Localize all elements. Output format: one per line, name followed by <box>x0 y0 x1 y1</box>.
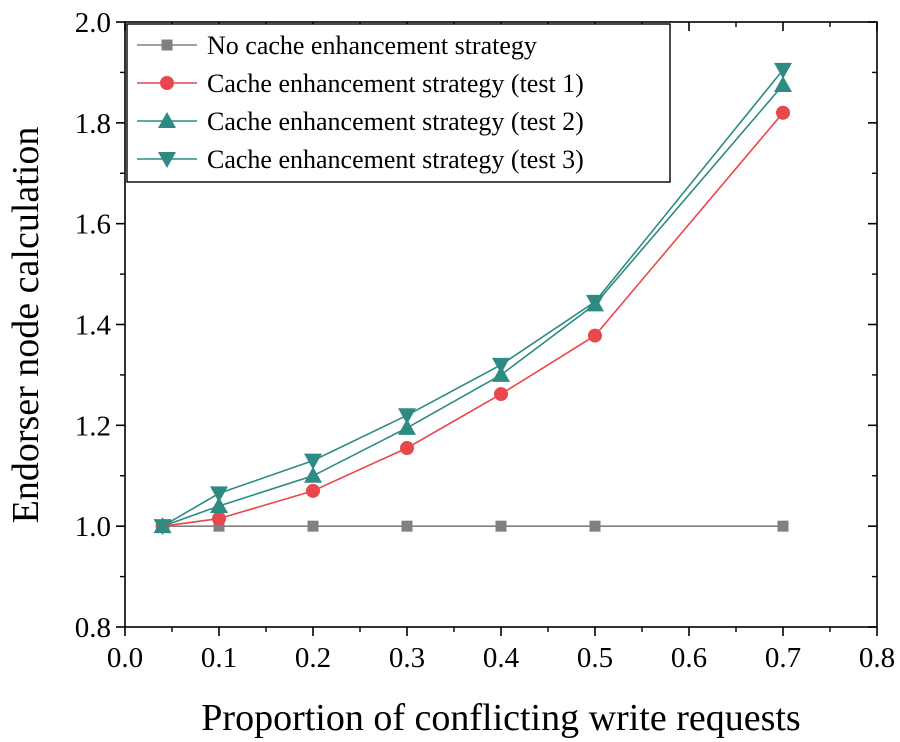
y-tick-label: 2.0 <box>75 7 111 39</box>
legend-marker <box>158 112 176 128</box>
legend-label: Cache enhancement strategy (test 3) <box>207 145 584 174</box>
legend-label: Cache enhancement strategy (test 2) <box>207 107 584 136</box>
y-tick-label: 1.2 <box>75 410 111 442</box>
y-tick-label: 1.6 <box>75 209 111 241</box>
series-1-point <box>213 520 225 532</box>
series-2-point <box>494 387 508 402</box>
series-1-point <box>777 520 789 532</box>
y-tick-label: 1.8 <box>75 108 111 140</box>
series-2-point <box>212 511 226 526</box>
y-tick-label: 0.8 <box>75 612 111 644</box>
series-2-point <box>588 328 602 343</box>
series-4-point <box>304 453 322 470</box>
series-1-point <box>307 520 319 532</box>
x-tick-label: 0.3 <box>389 642 425 674</box>
x-tick-label: 0.0 <box>107 642 143 674</box>
series-3-point <box>210 497 228 513</box>
series-4-point <box>586 294 604 311</box>
series-2-point <box>306 483 320 498</box>
series-3-point <box>304 466 322 483</box>
legend-marker <box>161 39 173 51</box>
series-4-point <box>210 486 228 503</box>
x-tick-label: 0.6 <box>671 642 707 674</box>
series-markers <box>153 62 792 536</box>
legend: No cache enhancement strategy Cache enhan… <box>126 23 671 183</box>
x-tick-label: 0.1 <box>201 642 237 674</box>
series-4-point <box>398 408 416 425</box>
y-tick-label: 1.4 <box>75 310 112 342</box>
series-2-point <box>776 105 790 120</box>
series-2-point <box>400 441 414 456</box>
y-tick-label: 1.0 <box>75 511 111 543</box>
series-3-point <box>398 418 416 435</box>
x-tick-label: 0.7 <box>765 642 801 674</box>
series-1-point <box>401 520 413 532</box>
series-3-point <box>774 76 792 93</box>
series-4-point <box>774 62 792 79</box>
x-tick-label: 0.5 <box>577 642 613 674</box>
series-1-point <box>589 520 601 532</box>
x-tick-label: 0.8 <box>859 642 895 674</box>
x-tick-label: 0.4 <box>483 642 520 674</box>
series-1-point <box>495 520 507 532</box>
series-3-point <box>492 365 510 382</box>
y-axis-title: Endorser node calculation <box>5 127 47 524</box>
axes: 0.0 0.1 0.2 0.3 0.4 0.5 0.6 0.7 0.8 0.8 1.0 1.2 1.4 1… <box>75 7 895 674</box>
x-axis-title: Proportion of conflicting write requests <box>201 697 800 739</box>
legend-marker <box>160 76 174 90</box>
series-4-point <box>153 519 172 536</box>
legend-marker <box>158 152 176 168</box>
series-4-point <box>492 357 510 374</box>
legend-label: Cache enhancement strategy (test 1) <box>207 69 584 98</box>
x-tick-label: 0.2 <box>295 642 331 674</box>
legend-box <box>126 23 671 183</box>
legend-label: No cache enhancement strategy <box>207 31 537 60</box>
